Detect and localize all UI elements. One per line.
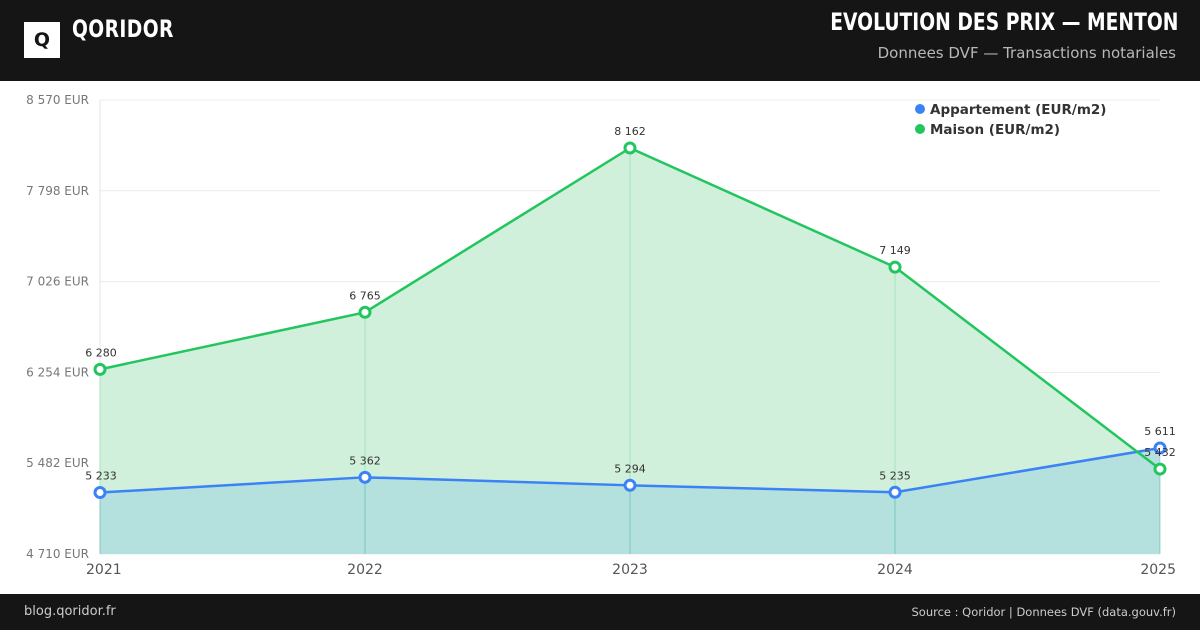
legend-swatch [915, 104, 925, 114]
data-point [623, 478, 637, 492]
data-label: 7 149 [879, 244, 911, 257]
data-point [1153, 441, 1167, 455]
legend-label: Maison (EUR/m2) [930, 122, 1060, 138]
x-tick-label: 2023 [612, 562, 648, 578]
y-tick-label: 5 482 EUR [26, 456, 89, 470]
price-chart: 5 233 5 362 5 294 5 235 5 611 6 280 6 765 8 162… [26, 93, 1176, 578]
brand-name: QORIDOR [72, 15, 174, 43]
data-point [888, 485, 902, 499]
data-label: 8 162 [614, 125, 646, 138]
chart-title: EVOLUTION DES PRIX — MENTON [829, 8, 1178, 36]
series-area-appartement [100, 448, 1160, 554]
data-label: 6 765 [349, 289, 381, 302]
y-tick-label: 8 570 EUR [26, 93, 89, 107]
y-tick-label: 4 710 EUR [26, 547, 89, 561]
data-point [358, 305, 372, 319]
y-tick-label: 7 798 EUR [26, 184, 89, 198]
data-point [888, 260, 902, 274]
data-label: 6 280 [85, 346, 117, 359]
data-label: 5 233 [85, 469, 117, 482]
chart-subtitle: Donnees DVF — Transactions notariales [877, 44, 1176, 62]
logo: Q [24, 22, 60, 58]
data-point [1153, 462, 1167, 476]
footer-bar: blog.qoridor.fr Source : Qoridor | Donne… [0, 594, 1200, 630]
data-label: 5 432 [1144, 446, 1176, 459]
y-tick-label: 6 254 EUR [26, 365, 89, 379]
footer-site-link[interactable]: blog.qoridor.fr [24, 604, 116, 619]
data-label: 5 362 [349, 454, 381, 467]
y-tick-label: 7 026 EUR [26, 275, 89, 289]
data-label: 5 611 [1144, 425, 1176, 438]
data-label: 5 235 [879, 469, 911, 482]
x-tick-label: 2024 [877, 562, 913, 578]
data-label: 5 294 [614, 462, 646, 475]
series-area-maison [100, 147, 1160, 555]
header-bar: Q QORIDOR EVOLUTION DES PRIX — MENTON Do… [0, 0, 1200, 81]
x-tick-label: 2022 [347, 562, 383, 578]
legend-label: Appartement (EUR/m2) [930, 102, 1106, 118]
data-point [358, 470, 372, 484]
data-point [93, 485, 107, 499]
data-point [623, 141, 637, 155]
logo-letter: Q [33, 29, 51, 51]
legend-swatch [915, 124, 925, 134]
x-tick-label: 2025 [1140, 562, 1176, 578]
footer-source: Source : Qoridor | Donnees DVF (data.gou… [911, 605, 1177, 619]
x-tick-label: 2021 [86, 562, 122, 578]
data-point [93, 362, 107, 376]
